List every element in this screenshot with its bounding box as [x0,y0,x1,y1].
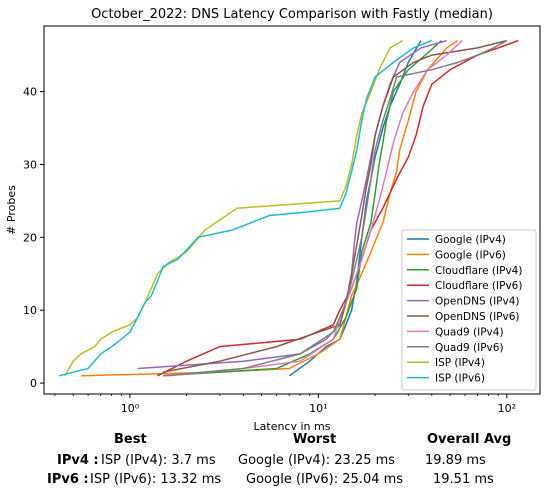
series-line-9 [58,39,433,377]
x-tick-label: 10¹ [309,402,327,415]
y-axis-label: # Probes [5,185,18,235]
summary-ipv6-avg: 19.51 ms [433,472,494,487]
summary-ipv6-worst: Google (IPv6): 25.04 ms [246,472,404,487]
summary-ipv4-best: ISP (IPv4): 3.7 ms [101,453,216,468]
series-line-2 [163,40,443,377]
summary-ipv4-worst: Google (IPv4): 23.25 ms [238,453,396,468]
legend-label: Cloudflare (IPv4) [435,265,522,277]
summary-header-avg: Overall Avg [427,432,512,447]
series-line-0 [288,40,422,377]
legend-label: Quad9 (IPv4) [435,326,504,338]
series-line-7 [163,39,508,377]
x-axis-label: Latency in ms [254,420,331,430]
plot-area [58,39,519,377]
series-line-3 [157,39,519,377]
chart-title: October_2022: DNS Latency Comparison wit… [91,7,493,22]
series-line-5 [162,39,507,373]
summary-header-worst: Worst [293,432,337,447]
legend-label: Google (IPv6) [435,249,506,261]
legend-label: ISP (IPv6) [435,373,485,385]
summary-ipv6-best: ISP (IPv6): 13.32 ms [90,472,222,487]
summary-ipv4-label: IPv4 : [57,453,99,468]
legend-label: Quad9 (IPv6) [435,342,504,354]
series-line-8 [63,39,403,377]
legend-box [401,229,537,391]
y-tick-label: 10 [23,304,37,317]
y-axis: 0 10 20 30 40 [23,86,44,390]
legend-label: OpenDNS (IPv4) [435,296,520,308]
summary-header-best: Best [114,432,147,447]
plot-frame [43,25,541,395]
series-line-6 [168,40,463,377]
legend-label: Google (IPv4) [435,234,506,246]
legend-label: ISP (IPv4) [435,357,485,369]
y-tick-label: 0 [30,377,37,390]
y-tick-label: 20 [23,231,37,244]
legend-label: Cloudflare (IPv6) [435,280,522,292]
x-axis: 10⁰ 10¹ 10² [54,394,516,415]
x-tick-label: 10⁰ [121,402,140,415]
legend: Google (IPv4) Google (IPv6) Cloudflare (IP… [401,229,537,391]
x-tick-label: 10² [498,402,516,415]
legend-label: OpenDNS (IPv6) [435,311,520,323]
y-tick-label: 30 [23,158,37,171]
y-tick-label: 40 [23,86,37,99]
summary-ipv6-label: IPv6 : [47,472,89,487]
latency-chart: October_2022: DNS Latency Comparison wit… [5,7,541,430]
series-line-1 [80,39,459,377]
summary-ipv4-avg: 19.89 ms [425,453,486,468]
